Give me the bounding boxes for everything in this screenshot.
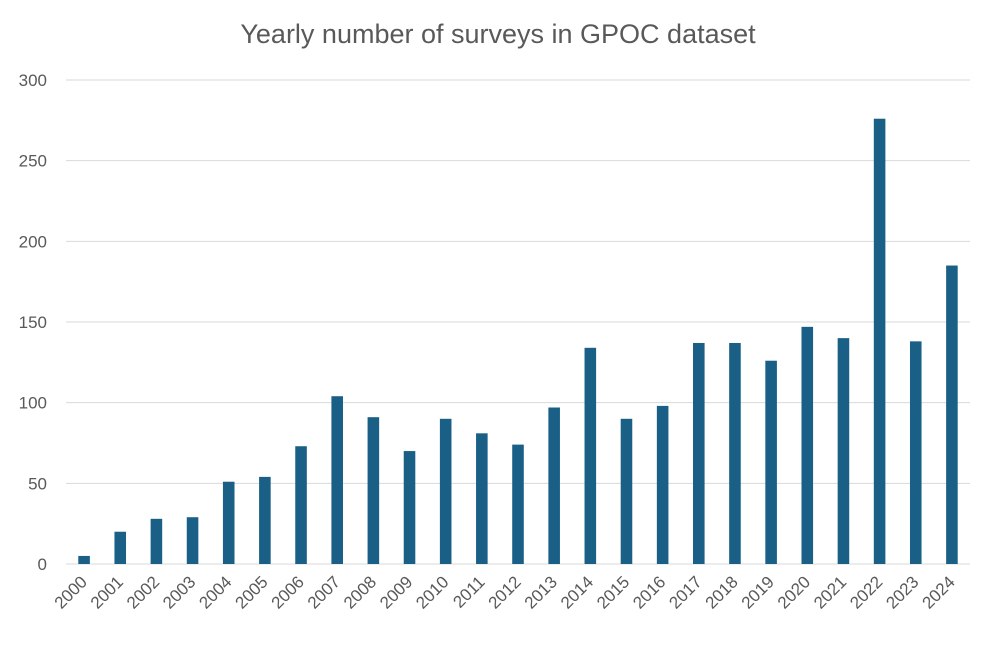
bar-2000 <box>78 555 90 564</box>
bar-2016 <box>656 405 669 564</box>
y-tick-label: 200 <box>19 232 47 251</box>
bar-2009 <box>403 451 416 564</box>
x-tick-label: 2003 <box>159 572 199 612</box>
bar-2012 <box>512 444 524 564</box>
bar-2017 <box>693 342 705 564</box>
x-tick-label: 2019 <box>738 572 778 612</box>
bar-2006 <box>295 446 307 564</box>
chart-title: Yearly number of surveys in GPOC dataset <box>240 19 756 49</box>
y-tick-label: 300 <box>19 71 47 90</box>
bar-2010 <box>439 418 452 564</box>
bar-2023 <box>909 341 922 564</box>
x-tick-label: 2017 <box>665 572 705 612</box>
bar-2013 <box>548 407 560 564</box>
x-tick-label: 2001 <box>87 572 127 612</box>
y-tick-label: 150 <box>19 313 47 332</box>
x-tick-label: 2000 <box>51 572 91 612</box>
bar-2002 <box>150 518 163 564</box>
y-tick-label: 250 <box>19 152 47 171</box>
x-tick-label: 2021 <box>810 572 850 612</box>
bar-2022 <box>873 118 886 564</box>
gridlines <box>66 79 970 565</box>
y-axis-ticks: 0 50 100 150 200 250 300 <box>19 71 47 574</box>
bar-2005 <box>259 476 271 564</box>
y-tick-label: 50 <box>28 474 47 493</box>
y-tick-label: 0 <box>38 555 47 574</box>
bar-2004 <box>222 481 235 564</box>
x-tick-label: 2018 <box>702 572 742 612</box>
x-tick-label: 2004 <box>195 572 235 612</box>
bar-2015 <box>620 418 633 564</box>
bars <box>78 118 958 564</box>
x-tick-label: 2006 <box>268 572 308 612</box>
bar-2014 <box>584 347 597 564</box>
bar-2007 <box>331 396 343 564</box>
bar-2001 <box>114 531 127 564</box>
y-tick-label: 100 <box>19 394 47 413</box>
bar-2024 <box>946 265 958 564</box>
x-tick-label: 2002 <box>123 572 163 612</box>
bar-2019 <box>765 360 777 564</box>
bar-2021 <box>837 338 850 564</box>
x-tick-label: 2005 <box>232 572 272 612</box>
x-tick-label: 2014 <box>557 572 597 612</box>
bar-2003 <box>186 517 199 564</box>
x-tick-label: 2010 <box>412 572 452 612</box>
x-tick-label: 2015 <box>593 572 633 612</box>
x-axis-ticks: 2000200120022003200420052006200720082009… <box>51 572 959 612</box>
bar-2020 <box>801 326 814 564</box>
x-tick-label: 2013 <box>521 572 561 612</box>
x-tick-label: 2023 <box>882 572 922 612</box>
bar-2008 <box>367 417 380 564</box>
x-tick-label: 2011 <box>449 572 488 611</box>
x-tick-label: 2016 <box>629 572 669 612</box>
bar-2018 <box>729 342 741 564</box>
bar-2011 <box>476 433 488 564</box>
x-tick-label: 2020 <box>774 572 814 612</box>
x-tick-label: 2007 <box>304 572 344 612</box>
x-tick-label: 2009 <box>376 572 416 612</box>
x-tick-label: 2022 <box>846 572 886 612</box>
x-tick-label: 2012 <box>485 572 525 612</box>
x-tick-label: 2024 <box>919 572 959 612</box>
x-tick-label: 2008 <box>340 572 380 612</box>
